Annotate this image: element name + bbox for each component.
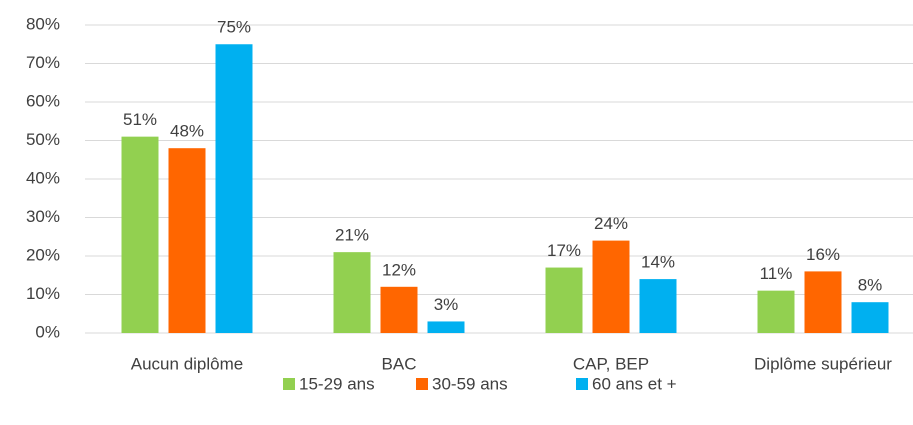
data-label: 21% xyxy=(335,226,369,245)
data-label: 12% xyxy=(382,260,416,279)
y-tick-label: 70% xyxy=(26,53,60,72)
bar xyxy=(380,286,418,333)
bar xyxy=(121,136,159,333)
bar xyxy=(851,302,889,333)
bar xyxy=(333,252,371,333)
bar xyxy=(639,279,677,333)
data-label: 16% xyxy=(806,245,840,264)
data-label: 51% xyxy=(123,110,157,129)
bar xyxy=(757,290,795,333)
legend-label: 60 ans et + xyxy=(592,374,677,393)
y-tick-label: 20% xyxy=(26,245,60,264)
data-label: 24% xyxy=(594,214,628,233)
data-label: 48% xyxy=(170,122,204,141)
data-label: 14% xyxy=(641,253,675,272)
bar xyxy=(168,148,206,333)
legend-swatch xyxy=(283,378,295,390)
legend-swatch xyxy=(416,378,428,390)
x-tick-label: Aucun diplôme xyxy=(131,354,243,373)
y-tick-label: 30% xyxy=(26,207,60,226)
bar xyxy=(427,321,465,333)
legend-label: 15-29 ans xyxy=(299,374,375,393)
y-tick-label: 50% xyxy=(26,130,60,149)
data-label: 17% xyxy=(547,241,581,260)
y-tick-label: 10% xyxy=(26,284,60,303)
bar xyxy=(804,271,842,333)
bar xyxy=(592,240,630,333)
data-label: 8% xyxy=(858,276,883,295)
data-label: 3% xyxy=(434,295,459,314)
x-tick-label: BAC xyxy=(382,354,417,373)
data-label: 75% xyxy=(217,18,251,37)
y-tick-label: 0% xyxy=(35,322,60,341)
y-tick-label: 40% xyxy=(26,168,60,187)
x-tick-label: CAP, BEP xyxy=(573,354,649,373)
data-label: 11% xyxy=(760,264,793,283)
y-tick-label: 60% xyxy=(26,91,60,110)
legend-swatch xyxy=(576,378,588,390)
bar xyxy=(545,267,583,333)
x-tick-label: Diplôme supérieur xyxy=(754,354,892,373)
y-tick-label: 80% xyxy=(26,14,60,33)
bar xyxy=(215,44,253,333)
legend-label: 30-59 ans xyxy=(432,374,508,393)
